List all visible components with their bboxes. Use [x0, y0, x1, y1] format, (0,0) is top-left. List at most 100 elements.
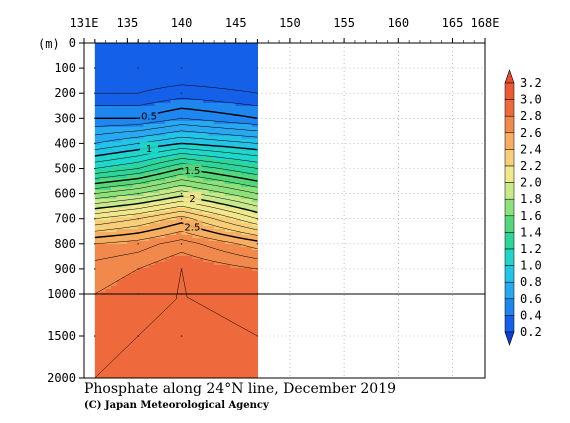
field-cell	[111, 64, 118, 68]
field-cell	[159, 334, 166, 338]
field-cell	[121, 340, 128, 344]
field-cell	[176, 61, 183, 65]
field-cell	[116, 217, 123, 221]
field-cell	[176, 121, 183, 125]
field-cell	[251, 145, 259, 149]
field-cell	[224, 238, 231, 242]
field-cell	[149, 232, 156, 236]
field-cell	[224, 274, 231, 278]
field-cell	[149, 331, 156, 335]
field-cell	[203, 118, 210, 122]
field-cell	[94, 259, 101, 263]
field-cell	[159, 241, 166, 245]
field-cell	[192, 307, 199, 311]
field-cell	[159, 352, 166, 356]
field-cell	[241, 346, 248, 350]
x-tick-label: 145	[225, 16, 247, 30]
field-cell	[111, 202, 118, 206]
field-cell	[176, 133, 183, 137]
field-cell	[165, 160, 172, 164]
field-cell	[121, 265, 128, 269]
field-cell	[105, 325, 112, 329]
field-cell	[181, 376, 188, 378]
y-tick-label: 0	[69, 36, 76, 50]
field-cell	[116, 106, 123, 110]
field-cell	[94, 334, 101, 338]
colorbar-label: 0.4	[520, 308, 542, 322]
field-cell	[241, 322, 248, 326]
field-cell	[192, 121, 199, 125]
field-cell	[121, 85, 128, 89]
field-cell	[100, 343, 107, 347]
field-cell	[214, 259, 221, 263]
field-cell	[246, 190, 253, 194]
field-cell	[111, 313, 118, 317]
field-cell	[224, 304, 231, 308]
field-cell	[132, 136, 139, 140]
field-cell	[149, 49, 156, 53]
field-cell	[111, 175, 118, 179]
field-cell	[241, 367, 248, 371]
field-cell	[121, 70, 128, 74]
field-cell	[203, 283, 210, 287]
field-cell	[230, 250, 237, 254]
sample-point	[94, 335, 96, 337]
colorbar-label: 0.6	[520, 292, 542, 306]
field-cell	[224, 130, 231, 134]
field-cell	[181, 358, 188, 362]
field-cell	[192, 67, 199, 71]
field-cell	[111, 358, 118, 362]
field-cell	[149, 193, 156, 197]
field-cell	[170, 331, 177, 335]
field-cell	[121, 88, 128, 92]
field-cell	[235, 49, 242, 53]
field-cell	[230, 196, 237, 200]
field-cell	[116, 97, 123, 101]
field-cell	[214, 127, 221, 131]
field-cell	[230, 217, 237, 221]
field-cell	[230, 316, 237, 320]
field-cell	[105, 160, 112, 164]
field-cell	[132, 349, 139, 353]
field-cell	[159, 160, 166, 164]
field-cell	[94, 358, 101, 362]
field-cell	[116, 91, 123, 95]
field-cell	[224, 268, 231, 272]
field-cell	[94, 130, 101, 134]
field-cell	[116, 310, 123, 314]
field-cell	[149, 136, 156, 140]
field-cell	[149, 304, 156, 308]
field-cell	[197, 340, 204, 344]
field-cell	[127, 325, 134, 329]
field-cell	[138, 52, 145, 56]
field-cell	[127, 112, 134, 116]
field-cell	[111, 136, 118, 140]
field-cell	[116, 343, 123, 347]
field-cell	[230, 271, 237, 275]
field-cell	[192, 274, 199, 278]
field-cell	[111, 97, 118, 101]
field-cell	[208, 304, 215, 308]
field-cell	[241, 100, 248, 104]
field-cell	[192, 295, 199, 299]
field-cell	[219, 253, 226, 257]
field-cell	[219, 148, 226, 152]
field-cell	[219, 160, 226, 164]
field-cell	[138, 88, 145, 92]
field-cell	[116, 73, 123, 77]
x-tick-label: 140	[171, 16, 193, 30]
field-cell	[214, 49, 221, 53]
field-cell	[111, 247, 118, 251]
field-cell	[251, 73, 259, 77]
field-cell	[165, 121, 172, 125]
field-cell	[208, 349, 215, 353]
field-cell	[154, 289, 161, 293]
field-cell	[100, 259, 107, 263]
field-cell	[127, 310, 134, 314]
field-cell	[105, 184, 112, 188]
field-cell	[241, 376, 248, 378]
field-cell	[214, 250, 221, 254]
field-cell	[111, 55, 118, 59]
field-cell	[100, 310, 107, 314]
field-cell	[224, 94, 231, 98]
